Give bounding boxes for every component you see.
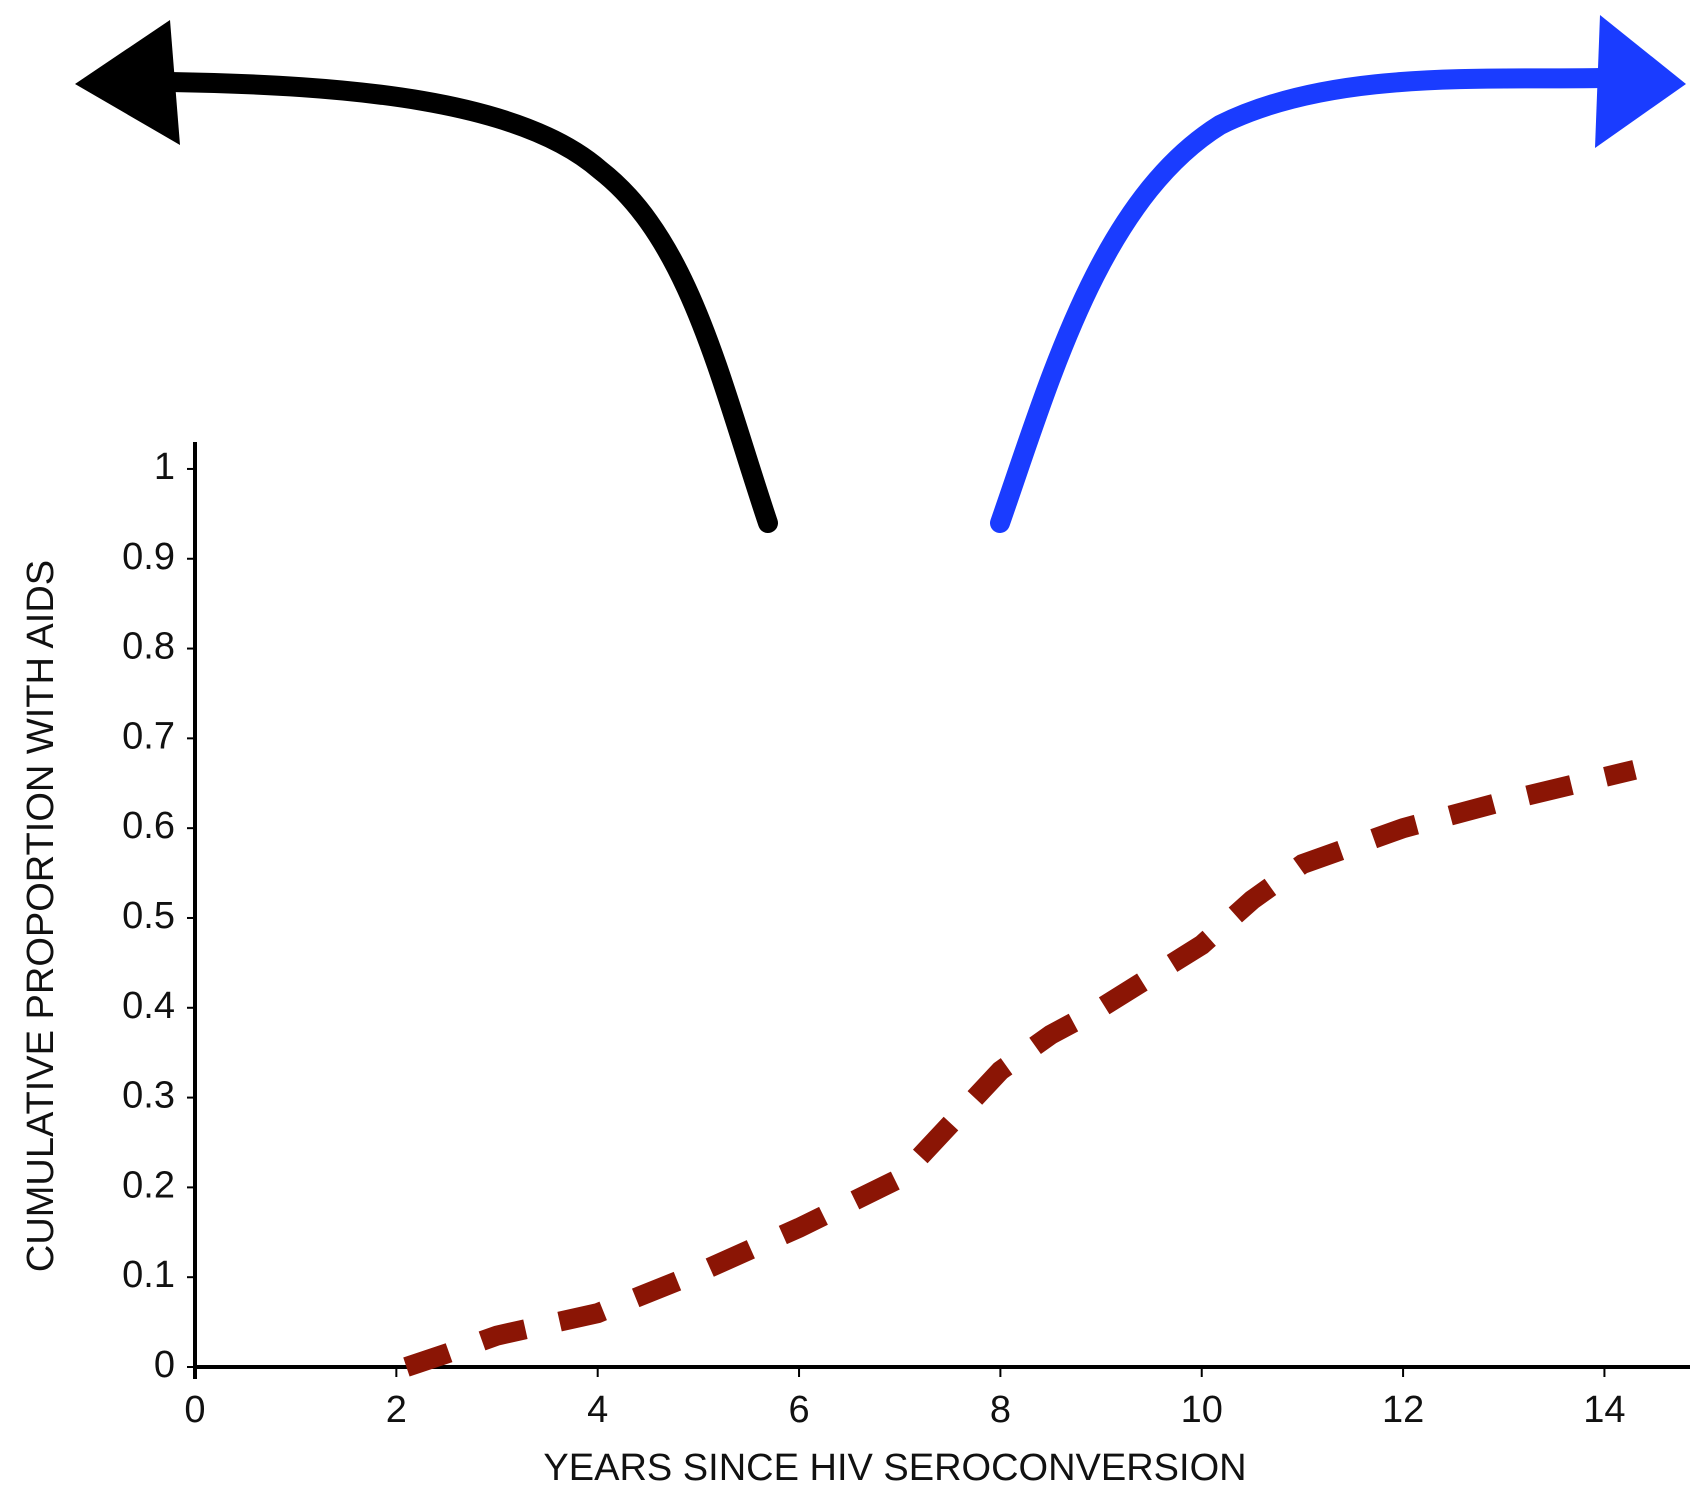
x-tick-label: 0 (184, 1389, 205, 1431)
x-tick-label: 8 (990, 1389, 1011, 1431)
x-axis-label: YEARS SINCE HIV SEROCONVERSION (543, 1447, 1246, 1489)
right-arrowhead (1595, 15, 1686, 148)
y-tick-label: 0.3 (122, 1075, 175, 1117)
right-arrow (990, 68, 1610, 533)
y-tick-label: 0 (154, 1344, 175, 1386)
y-tick-label: 0.4 (122, 985, 175, 1027)
x-tick-label: 10 (1181, 1389, 1223, 1431)
left-arrowhead (75, 20, 180, 145)
left-arrow (160, 72, 778, 533)
y-tick-label: 0.5 (122, 895, 175, 937)
x-tick-label: 2 (386, 1389, 407, 1431)
y-tick-label: 0.6 (122, 805, 175, 847)
y-axis-label: CUMULATIVE PROPORTION WITH AIDS (20, 560, 62, 1272)
y-tick-label: 0.7 (122, 715, 175, 757)
x-tick-label: 4 (587, 1389, 608, 1431)
y-tick-label: 1 (154, 446, 175, 488)
data-line (403, 760, 1637, 1377)
x-tick-label: 14 (1583, 1389, 1625, 1431)
x-tick-label: 6 (788, 1389, 809, 1431)
x-tick-label: 12 (1382, 1389, 1424, 1431)
y-tick-label: 0.9 (122, 536, 175, 578)
y-tick-label: 0.8 (122, 626, 175, 668)
y-tick-label: 0.2 (122, 1164, 175, 1206)
y-tick-label: 0.1 (122, 1254, 175, 1296)
